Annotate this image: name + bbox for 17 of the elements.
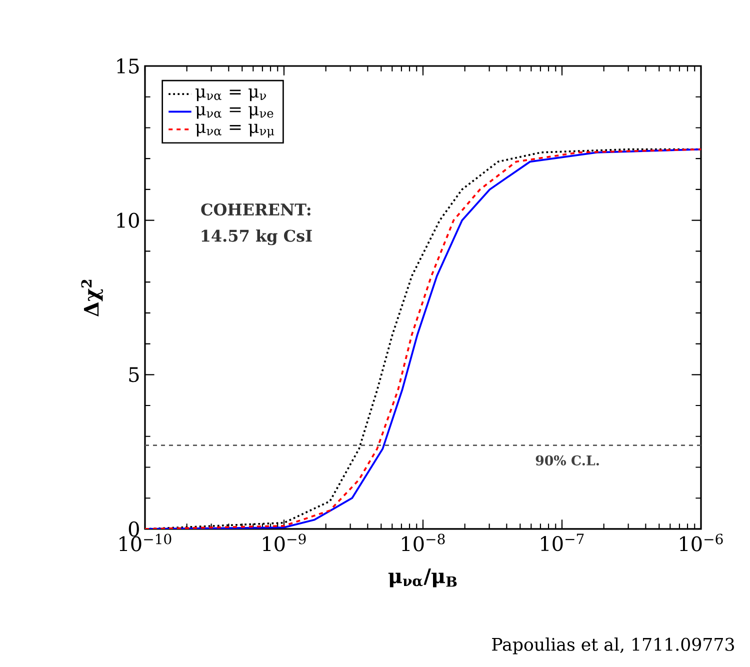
legend-label: μ$_{να}$ = μ$_{νe}$ [196,106,274,119]
ref-line-label: 90% C.L. [536,455,599,466]
y-tick-label: 15 [117,58,139,74]
y-tick-label: 0 [128,521,139,537]
y-axis-title: Δχ$^{2}$ [81,280,103,316]
legend-label: μ$_{να}$ = μ$_{νμ}$ [196,124,274,138]
y-tick-label: 5 [129,367,139,382]
x-tick-label: 10$^{−8}$ [402,534,445,552]
x-tick-label: 10$^{−6}$ [680,534,723,552]
x-tick-label: 10$^{−7}$ [541,534,584,552]
y-tick-label: 10 [117,212,139,228]
x-axis-title: μ$_{να}$/μ$_{B}$ [388,568,457,588]
legend-label: μ$_{να}$ = μ$_{ν}$ [196,88,266,102]
annotation: 14.57 kg CsI [202,229,312,246]
text: Papoulias et al, 1711.09773 [492,637,734,654]
x-tick-label: 10$^{−9}$ [263,534,306,552]
annotation: COHERENT: [201,203,310,216]
